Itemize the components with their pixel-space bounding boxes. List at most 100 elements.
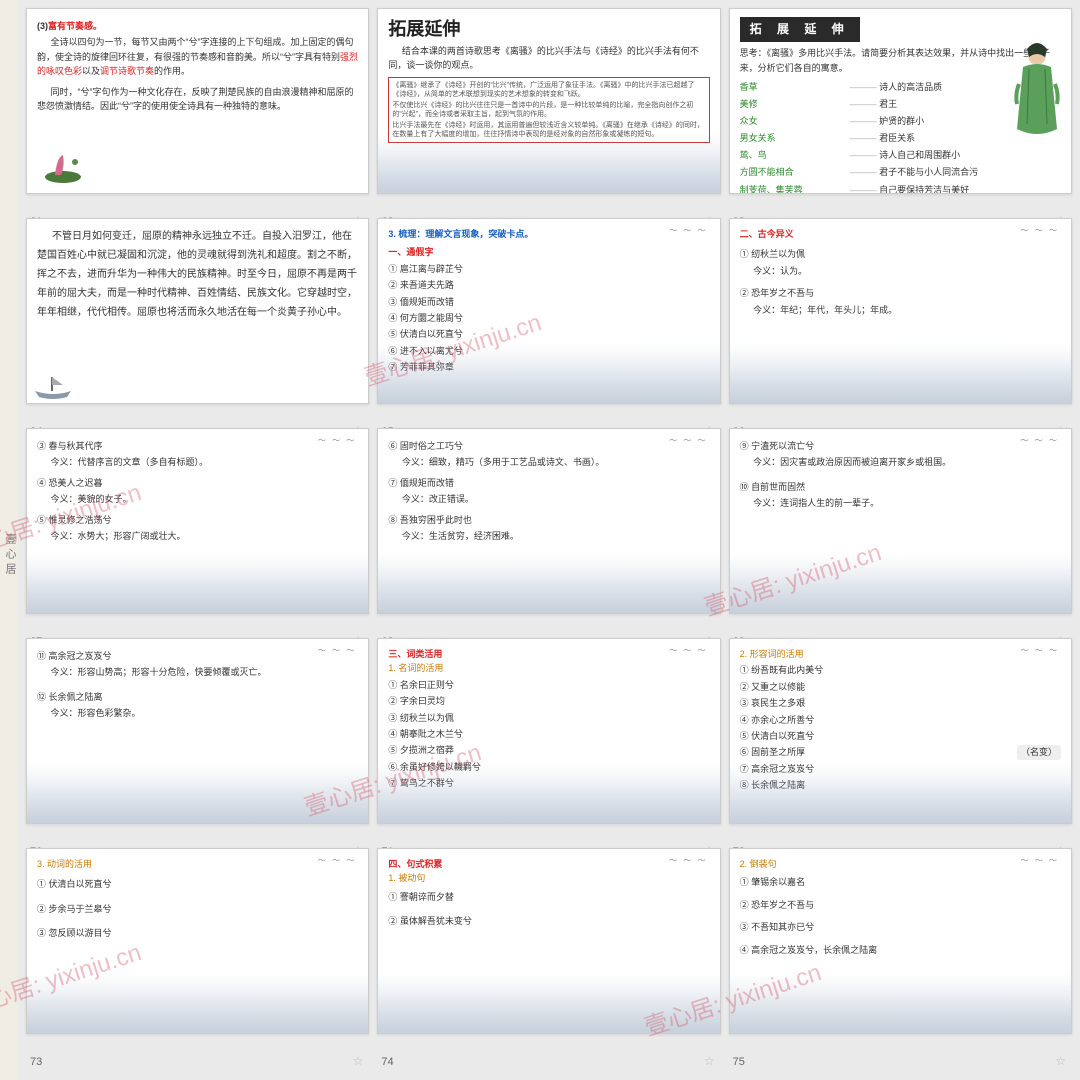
s74-h1: 四、句式积累 — [388, 857, 709, 871]
s68-b3: 今义：生活贫穷，经济困难。 — [388, 529, 709, 543]
s72-i2: ② 又重之以修能 — [740, 680, 1061, 694]
s72-i6: ⑥ 固前圣之所厚 — [740, 747, 806, 757]
s61-e: 的作用。 — [154, 66, 190, 76]
r4v: 诗人自己和周围群小 — [879, 150, 960, 160]
slide-63[interactable]: 拓 展 延 伸 思考：《离骚》多用比兴手法。请简要分析其表达效果，并从诗中找出一… — [729, 8, 1072, 194]
s61-r2: 调节诗歌节奏 — [100, 66, 154, 76]
birds-icon: 〜 〜 〜 — [1021, 225, 1059, 238]
s72-i3: ③ 哀民生之多艰 — [740, 696, 1061, 710]
s73-i2: ② 步余马于兰皋兮 — [37, 902, 358, 916]
s65-i4: ④ 何方圜之能周兮 — [388, 311, 709, 325]
s62-b2: 不仅使比兴《诗经》的比兴往往只是一首诗中的片段，是一种比较单纯的比喻，完全指向创… — [392, 101, 705, 119]
s65-i5: ⑤ 伏清白以死直兮 — [388, 327, 709, 341]
s68-a1: ⑥ 固时俗之工巧兮 — [388, 439, 709, 453]
star-icon[interactable]: ☆ — [704, 1054, 715, 1068]
s64-para: 不管日月如何变迁，屈原的精神永远独立不迁。自投入汨罗江，他在楚国百姓心中就已凝固… — [37, 227, 358, 322]
slide-70[interactable]: 〜 〜 〜 ⑪ 高余冠之岌岌兮 今义：形容山势高；形容十分危险，快要倾覆或灭亡。… — [26, 638, 369, 824]
s73-i3: ③ 忽反顾以游目兮 — [37, 926, 358, 940]
s71-i4: ④ 朝搴阰之木兰兮 — [388, 727, 709, 741]
slide-num-73: 73 — [30, 1056, 42, 1068]
s69-b2: 今义：连词指人生的前一辈子。 — [740, 496, 1061, 510]
birds-icon: 〜 〜 〜 — [1021, 435, 1059, 448]
slide-72[interactable]: 〜 〜 〜 2. 形容词的活用 ① 纷吾既有此内美兮 ② 又重之以修能 ③ 哀民… — [729, 638, 1072, 824]
birds-icon: 〜 〜 〜 — [669, 855, 707, 868]
s68-b2: 今义：改正错误。 — [388, 492, 709, 506]
s69-a1: ⑨ 宁溘死以流亡兮 — [740, 439, 1061, 453]
s73-h: 3. 动词的活用 — [37, 857, 358, 871]
slide-62[interactable]: 拓展延伸 结合本课的两首诗歌思考《离骚》的比兴手法与《诗经》的比兴手法有何不同，… — [377, 8, 720, 194]
r1v: 君王 — [879, 99, 897, 109]
slide-75[interactable]: 〜 〜 〜 2. 倒装句 ① 肇锡余以嘉名 ② 恐年岁之不吾与 ③ 不吾知其亦已… — [729, 848, 1072, 1034]
s74-h2: 1. 被动句 — [388, 871, 709, 885]
s67-a3: ⑤ 惟灵修之浩荡兮 — [37, 513, 358, 527]
s67-a1: ③ 春与秋其代序 — [37, 439, 358, 453]
s68-a3: ⑧ 吾独穷困乎此时也 — [388, 513, 709, 527]
r6v: 自己要保持芳洁与美好 — [879, 185, 969, 194]
r4k: 鸷、鸟 — [740, 147, 850, 164]
s65-i3: ③ 偭规矩而改错 — [388, 295, 709, 309]
s69-b1: 今义：因灾害或政治原因而被迫离开家乡或祖国。 — [740, 455, 1061, 469]
s70-a2: ⑫ 长余佩之陆离 — [37, 690, 358, 704]
s71-h1: 三、词类活用 — [388, 647, 709, 661]
slide-74[interactable]: 〜 〜 〜 四、句式积累 1. 被动句 ① 謇朝谇而夕替 ② 虽体解吾犹未变兮 — [377, 848, 720, 1034]
s63-banner: 拓 展 延 伸 — [740, 17, 860, 42]
s70-b2: 今义：形容色彩繁杂。 — [37, 706, 358, 720]
boat-icon — [33, 369, 73, 399]
s62-title: 拓展延伸 — [388, 15, 709, 44]
left-sidebar: 壹心居 — [0, 0, 18, 1080]
s65-h1: 3. 梳理：理解文言现象，突破卡点。 — [388, 227, 709, 241]
s67-b1: 今义：代替序言的文章（多自有标题）。 — [37, 455, 358, 469]
slide-67[interactable]: 〜 〜 〜 ③ 春与秋其代序 今义：代替序言的文章（多自有标题）。 ④ 恐美人之… — [26, 428, 369, 614]
s65-h2: 一、通假字 — [388, 245, 709, 259]
slide-64[interactable]: 不管日月如何变迁，屈原的精神永远独立不迁。自投入汨罗江，他在楚国百姓心中就已凝固… — [26, 218, 369, 404]
s71-i3: ③ 纫秋兰以为佩 — [388, 711, 709, 725]
lotus-icon — [35, 147, 85, 187]
slide-73[interactable]: 〜 〜 〜 3. 动词的活用 ① 伏清白以死直兮 ② 步余马于兰皋兮 ③ 忽反顾… — [26, 848, 369, 1034]
s74-i1: ① 謇朝谇而夕替 — [388, 890, 709, 904]
slide-71[interactable]: 〜 〜 〜 三、词类活用 1. 名词的活用 ① 名余曰正则兮 ② 字余曰灵均 ③… — [377, 638, 720, 824]
s61-head: 富有节奏感。 — [48, 21, 102, 31]
s71-i5: ⑤ 夕揽洲之宿莽 — [388, 743, 709, 757]
s65-i2: ② 来吾道夫先路 — [388, 278, 709, 292]
s66-l1: ① 纫秋兰以为佩 — [740, 247, 1061, 261]
s69-a2: ⑩ 自前世而固然 — [740, 480, 1061, 494]
s73-i1: ① 伏清白以死直兮 — [37, 877, 358, 891]
r1k: 美修 — [740, 96, 850, 113]
star-icon[interactable]: ☆ — [353, 1054, 364, 1068]
slide-69[interactable]: 〜 〜 〜 ⑨ 宁溘死以流亡兮 今义：因灾害或政治原因而被迫离开家乡或祖国。 ⑩… — [729, 428, 1072, 614]
star-icon[interactable]: ☆ — [1055, 1054, 1066, 1068]
r2v: 妒贤的群小 — [879, 116, 924, 126]
s75-i1: ① 肇锡余以嘉名 — [740, 875, 1061, 889]
slide-66[interactable]: 〜 〜 〜 二、古今异义 ① 纫秋兰以为佩 今义：认为。 ② 恐年岁之不吾与 今… — [729, 218, 1072, 404]
s61-m: 以及 — [82, 66, 100, 76]
s71-h2: 1. 名词的活用 — [388, 661, 709, 675]
s66-l1b: 今义：认为。 — [740, 264, 1061, 278]
s72-note: （名变） — [1017, 745, 1061, 759]
slide-61[interactable]: (3)富有节奏感。 全诗以四句为一节，每节又由两个“兮”字连接的上下句组成。加上… — [26, 8, 369, 194]
s67-b3: 今义：水势大；形容广阔或壮大。 — [37, 529, 358, 543]
s68-b1: 今义：细致，精巧（多用于工艺品或诗文、书画）。 — [388, 455, 709, 469]
birds-icon: 〜 〜 〜 — [318, 855, 356, 868]
s67-a2: ④ 恐美人之迟暮 — [37, 476, 358, 490]
s61-p1: 全诗以四句为一节，每节又由两个“兮”字连接的上下句组成。加上固定的偶句韵，使全诗… — [37, 37, 354, 61]
r3v: 君臣关系 — [879, 133, 915, 143]
slide-65[interactable]: 〜 〜 〜 3. 梳理：理解文言现象，突破卡点。 一、通假字 ① 扈江离与辟芷兮… — [377, 218, 720, 404]
s62-lead: 结合本课的两首诗歌思考《离骚》的比兴手法与《诗经》的比兴手法有何不同，谈一谈你的… — [388, 44, 709, 73]
s75-i3: ③ 不吾知其亦已兮 — [740, 920, 1061, 934]
slide-68[interactable]: 〜 〜 〜 ⑥ 固时俗之工巧兮 今义：细致，精巧（多用于工艺品或诗文、书画）。 … — [377, 428, 720, 614]
r2k: 众女 — [740, 113, 850, 130]
s66-l2: ② 恐年岁之不吾与 — [740, 286, 1061, 300]
s61-num: (3) — [37, 21, 48, 31]
s61-p2: 同时，“兮”字句作为一种文化存在，反映了荆楚民族的自由浪漫精神和屈原的悲怨愤激情… — [37, 85, 358, 114]
r6k: 制芰荷、集芙蓉 — [740, 182, 850, 194]
s72-i5: ⑤ 伏清白以死直兮 — [740, 729, 1061, 743]
r5v: 君子不能与小人同流合污 — [879, 167, 978, 177]
r0v: 诗人的高洁品质 — [879, 82, 942, 92]
s65-i1: ① 扈江离与辟芷兮 — [388, 262, 709, 276]
s70-b1: 今义：形容山势高；形容十分危险，快要倾覆或灭亡。 — [37, 665, 358, 679]
s71-i2: ② 字余曰灵均 — [388, 694, 709, 708]
s72-i4: ④ 亦余心之所善兮 — [740, 713, 1061, 727]
birds-icon: 〜 〜 〜 — [1021, 855, 1059, 868]
s62-b1: 《离骚》继承了《诗经》开创的“比兴”传统，广泛运用了象征手法。《离骚》中的比兴手… — [392, 81, 705, 99]
scholar-figure-icon — [1009, 39, 1065, 149]
